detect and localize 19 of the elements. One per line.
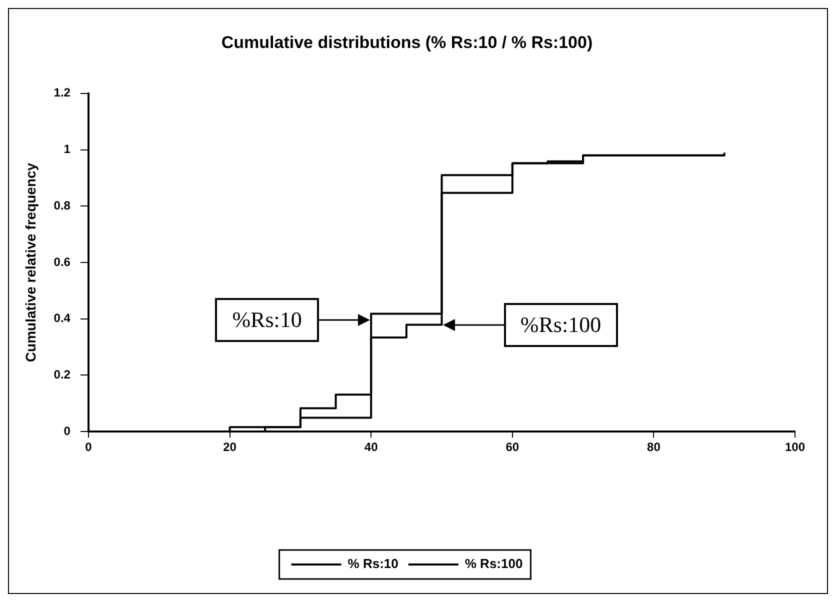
annotation: %Rs:100 [520, 312, 602, 338]
legend-label: % Rs:10 [348, 556, 398, 572]
legend-label: % Rs:100 [464, 556, 523, 572]
annotation: %Rs:10 [232, 306, 302, 333]
y-tick-label: 1 [64, 142, 71, 156]
x-tick-label: 40 [364, 440, 378, 454]
x-tick-label: 60 [506, 440, 520, 454]
y-tick-label: 0.8 [54, 198, 71, 212]
x-tick-label: 80 [647, 440, 661, 454]
y-tick-label: 0.4 [54, 311, 71, 326]
y-tick-label: 1.2 [54, 86, 71, 100]
x-tick-label: 20 [223, 440, 237, 454]
y-tick-label: 0.2 [54, 368, 71, 382]
chart-title: Cumulative distributions (% Rs:10 / % Rs:100) [221, 32, 593, 52]
x-tick-label: 0 [85, 440, 92, 454]
y-tick-label: 0.6 [54, 254, 71, 269]
y-tick-label: 0 [64, 424, 71, 438]
y-axis-title: Cumulative relative frequency [22, 162, 38, 362]
x-tick-label: 100 [784, 440, 806, 454]
